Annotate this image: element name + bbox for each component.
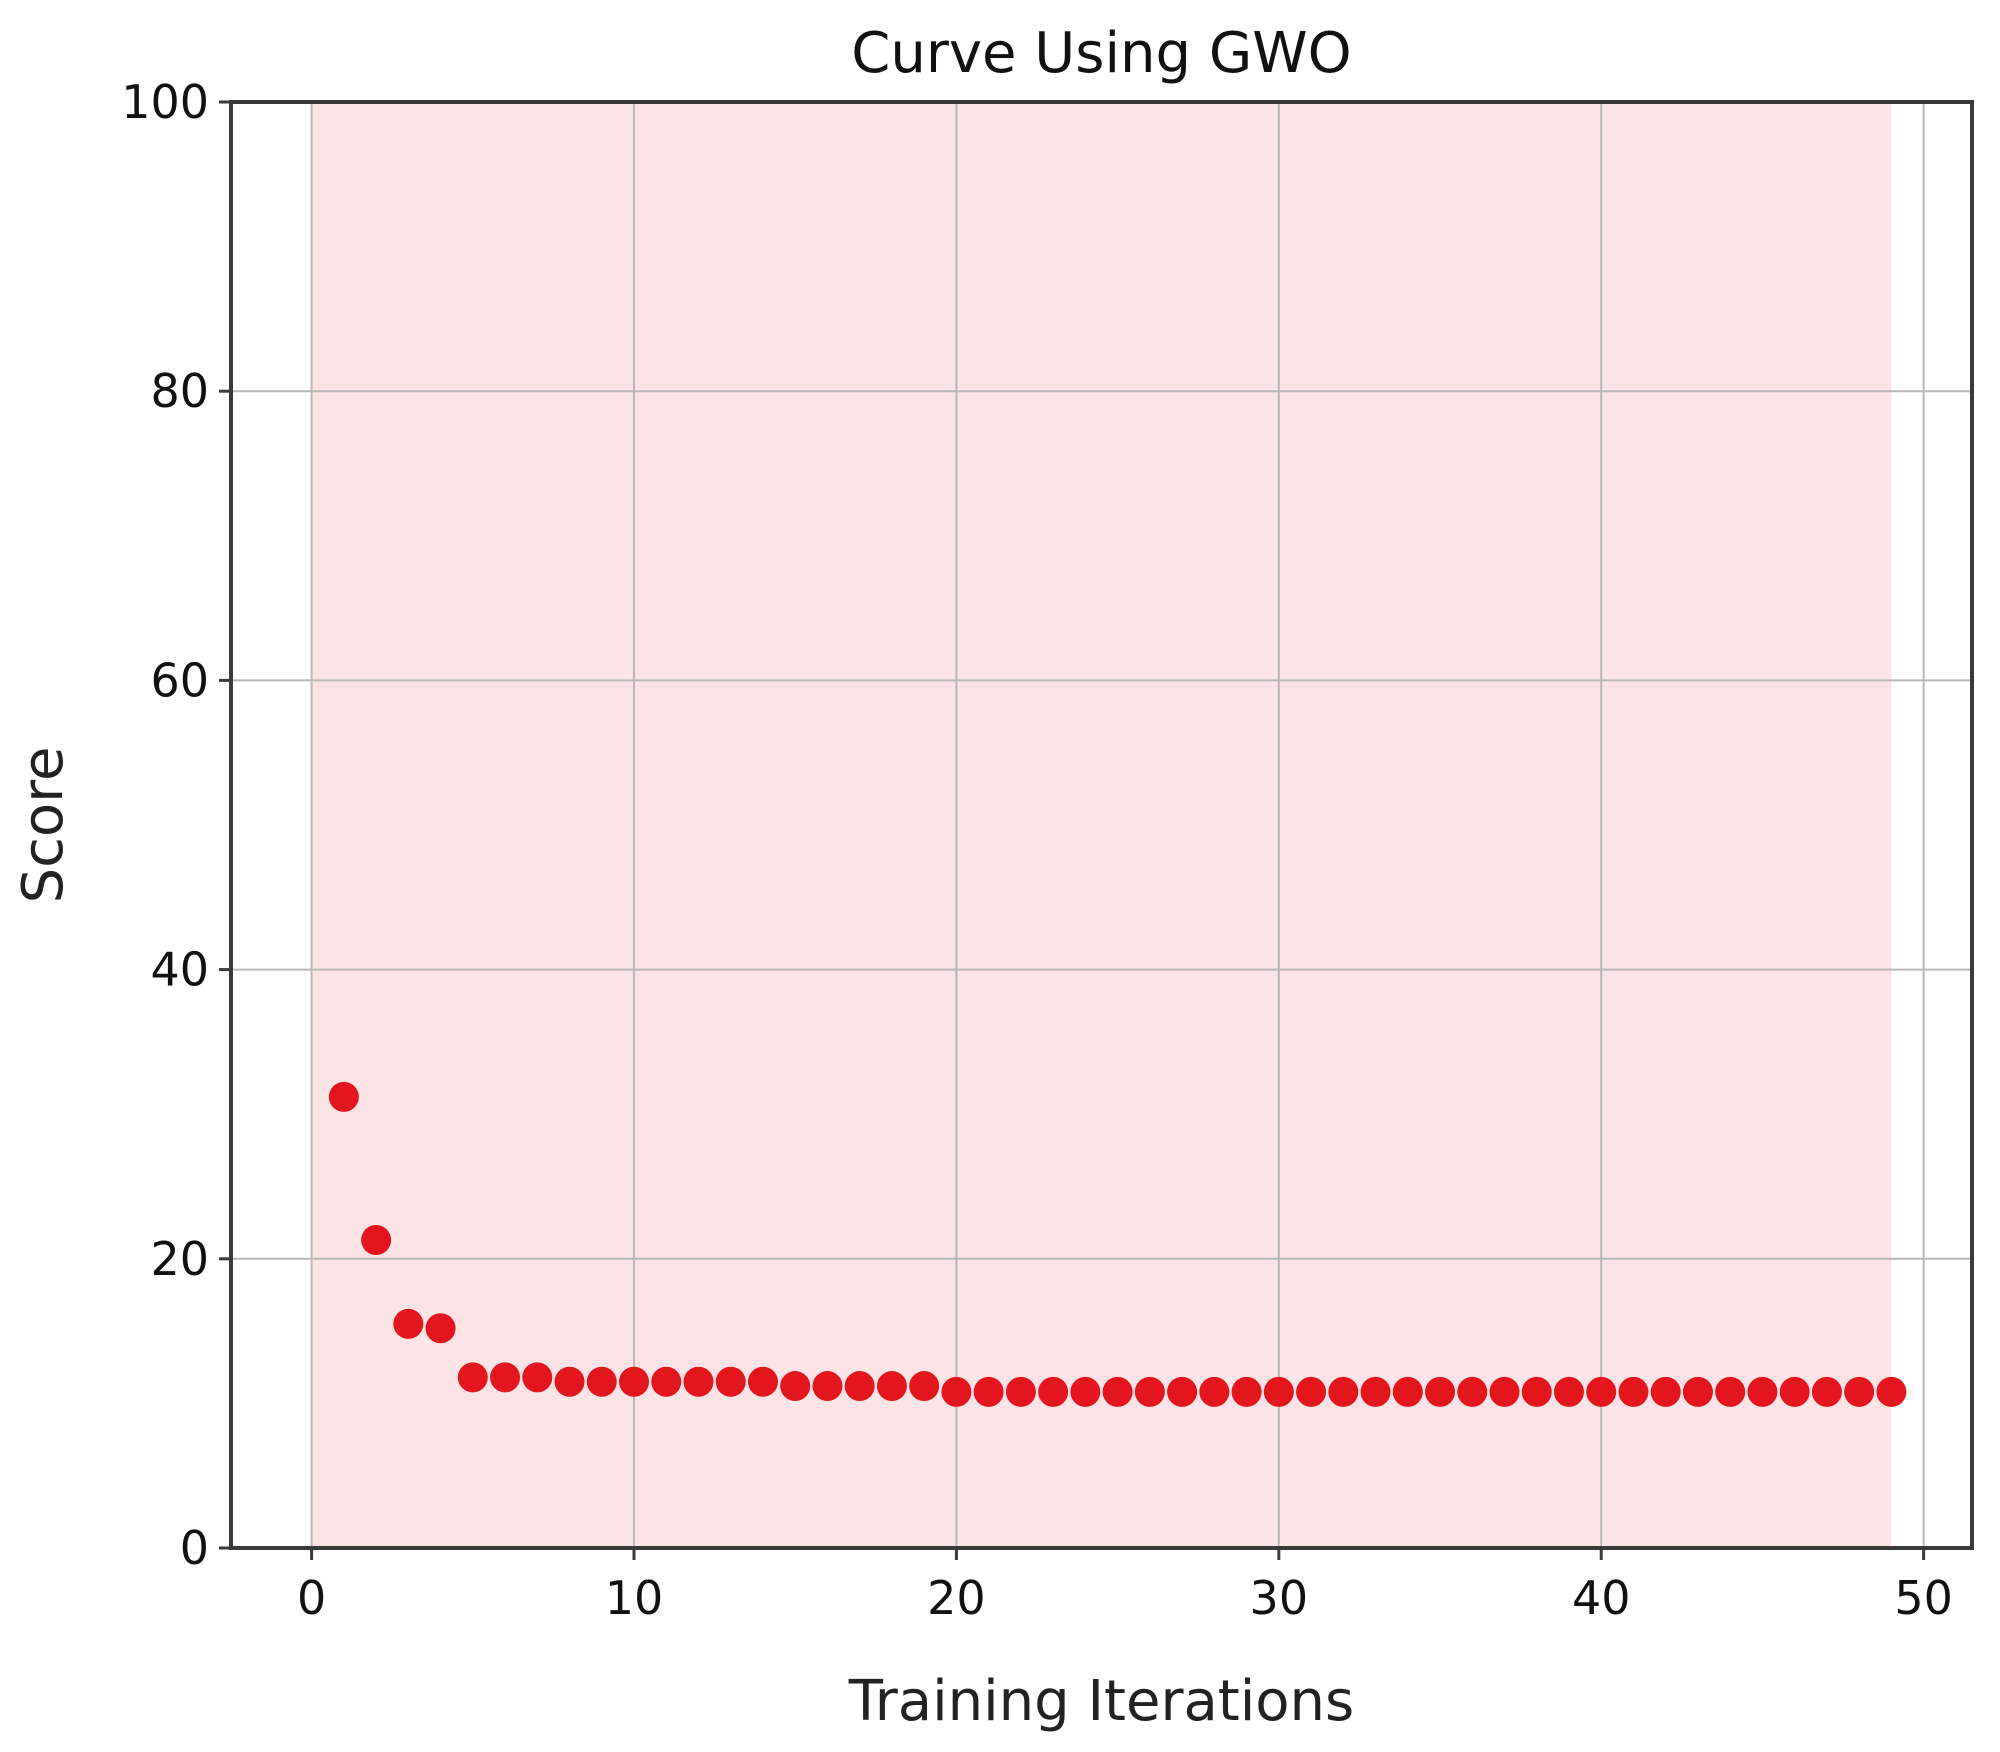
data-point bbox=[1070, 1376, 1101, 1407]
y-axis-label: Score bbox=[11, 747, 76, 904]
x-tick-label: 40 bbox=[1572, 1571, 1631, 1625]
data-point bbox=[683, 1366, 714, 1397]
data-point bbox=[780, 1371, 811, 1402]
data-point bbox=[1553, 1376, 1584, 1407]
axes-frame bbox=[229, 100, 1974, 1550]
data-point bbox=[844, 1371, 875, 1402]
data-point bbox=[1134, 1376, 1165, 1407]
y-tick-label: 60 bbox=[150, 653, 209, 707]
data-point bbox=[586, 1366, 617, 1397]
data-point bbox=[490, 1362, 521, 1393]
y-tick-label: 100 bbox=[121, 75, 209, 129]
data-point bbox=[1779, 1376, 1810, 1407]
data-point bbox=[1747, 1376, 1778, 1407]
data-point bbox=[457, 1362, 488, 1393]
data-point bbox=[812, 1371, 843, 1402]
data-point bbox=[1231, 1376, 1262, 1407]
chart-title: Curve Using GWO bbox=[851, 21, 1351, 86]
data-point bbox=[425, 1313, 456, 1344]
data-point bbox=[1811, 1376, 1842, 1407]
data-point bbox=[1360, 1376, 1391, 1407]
data-points bbox=[328, 1081, 1907, 1407]
data-point bbox=[973, 1376, 1004, 1407]
data-point bbox=[328, 1081, 359, 1112]
data-point bbox=[393, 1308, 424, 1339]
x-tick-label: 50 bbox=[1894, 1571, 1953, 1625]
data-point bbox=[1005, 1376, 1036, 1407]
data-point bbox=[1586, 1376, 1617, 1407]
y-tick-label: 20 bbox=[150, 1232, 209, 1286]
data-point bbox=[619, 1366, 650, 1397]
data-point bbox=[361, 1225, 392, 1256]
data-point bbox=[876, 1371, 907, 1402]
shaded-region bbox=[311, 102, 1892, 1548]
data-point bbox=[1876, 1376, 1907, 1407]
x-axis-label: Training Iterations bbox=[848, 1669, 1354, 1734]
data-point bbox=[1038, 1376, 1069, 1407]
data-point bbox=[1392, 1376, 1423, 1407]
data-point bbox=[1199, 1376, 1230, 1407]
data-point bbox=[715, 1366, 746, 1397]
data-point bbox=[747, 1366, 778, 1397]
data-point bbox=[554, 1366, 585, 1397]
data-point bbox=[1715, 1376, 1746, 1407]
data-point bbox=[651, 1366, 682, 1397]
y-tick-label: 40 bbox=[150, 943, 209, 997]
data-point bbox=[1167, 1376, 1198, 1407]
axis-ticks: 0 10 20 30 40 50 0 20 40 60 80 100 bbox=[121, 75, 1953, 1625]
data-point bbox=[1263, 1376, 1294, 1407]
data-point bbox=[1296, 1376, 1327, 1407]
data-point bbox=[1102, 1376, 1133, 1407]
data-point bbox=[522, 1362, 553, 1393]
data-point bbox=[1328, 1376, 1359, 1407]
x-tick-label: 30 bbox=[1250, 1571, 1309, 1625]
data-point bbox=[1618, 1376, 1649, 1407]
data-point bbox=[1521, 1376, 1552, 1407]
data-point bbox=[1682, 1376, 1713, 1407]
x-tick-label: 20 bbox=[927, 1571, 986, 1625]
y-tick-label: 0 bbox=[180, 1521, 209, 1575]
data-point bbox=[1844, 1376, 1875, 1407]
data-point bbox=[909, 1371, 940, 1402]
data-point bbox=[1457, 1376, 1488, 1407]
data-point bbox=[1489, 1376, 1520, 1407]
data-point bbox=[941, 1376, 972, 1407]
data-point bbox=[1425, 1376, 1456, 1407]
x-tick-label: 10 bbox=[605, 1571, 664, 1625]
data-point bbox=[1650, 1376, 1681, 1407]
x-tick-label: 0 bbox=[297, 1571, 326, 1625]
y-tick-label: 80 bbox=[150, 364, 209, 418]
